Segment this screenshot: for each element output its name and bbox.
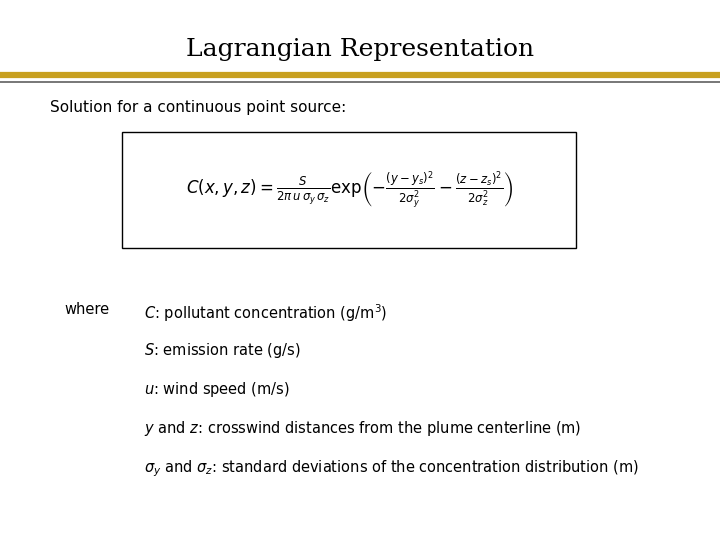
Text: $u$: wind speed (m/s): $u$: wind speed (m/s) (144, 380, 289, 399)
Text: $y$ and $z$: crosswind distances from the plume centerline (m): $y$ and $z$: crosswind distances from th… (144, 419, 581, 438)
Text: Solution for a continuous point source:: Solution for a continuous point source: (50, 100, 346, 115)
Text: Lagrangian Representation: Lagrangian Representation (186, 38, 534, 61)
Text: $C(x,y,z) = \frac{S}{2\pi\, u\, \sigma_y\, \sigma_z} \exp\!\left(-\frac{(y-y_s)^: $C(x,y,z) = \frac{S}{2\pi\, u\, \sigma_y… (186, 170, 513, 211)
Text: $S$: emission rate (g/s): $S$: emission rate (g/s) (144, 341, 301, 360)
Text: $C$: pollutant concentration (g/m$^3$): $C$: pollutant concentration (g/m$^3$) (144, 302, 387, 324)
Text: where: where (65, 302, 110, 318)
Text: $\sigma_y$ and $\sigma_z$: standard deviations of the concentration distribution: $\sigma_y$ and $\sigma_z$: standard devi… (144, 458, 639, 478)
FancyBboxPatch shape (122, 132, 576, 248)
